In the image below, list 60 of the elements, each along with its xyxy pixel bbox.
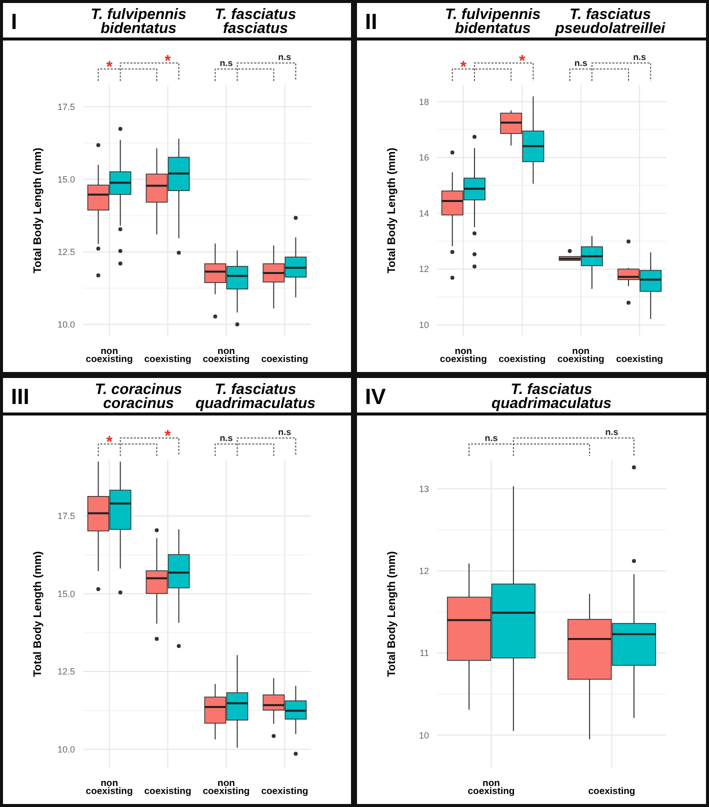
text: * — [519, 53, 526, 70]
x-tick-label: coexisting — [588, 786, 636, 797]
y-tick-label: 10 — [418, 320, 429, 330]
y-tick-label: 18 — [418, 96, 429, 107]
text: * — [164, 428, 172, 445]
x-tick-label: coexisting — [498, 354, 546, 365]
text: * — [106, 434, 114, 451]
chart-title: II — [365, 9, 378, 34]
text: n.s — [633, 52, 646, 62]
text: T. fasciatus pseudolatreillei — [554, 6, 666, 37]
text: T. fulvipennis bidentatus — [90, 6, 186, 37]
y-tick-label: 12.5 — [57, 666, 75, 677]
y-axis-title: Total Body Length (mm) — [32, 147, 44, 274]
text: n.s — [278, 427, 292, 437]
text: * — [460, 59, 468, 76]
text: * — [164, 53, 172, 70]
y-tick-label: 15.0 — [57, 588, 75, 599]
x-tick-label: non coexisting — [86, 346, 133, 365]
chart-title: I — [11, 9, 18, 34]
text: T. fasciatus fasciatus — [214, 6, 296, 37]
y-tick-label: 11 — [420, 648, 429, 658]
text: * — [106, 59, 114, 76]
y-axis-title: Total Body Length (mm) — [386, 147, 398, 274]
y-tick-label: 10.0 — [57, 320, 75, 330]
text: T. fulvipennis bidentatus — [445, 6, 541, 37]
x-tick-label: non coexisting — [86, 778, 133, 797]
chart-title: IV — [365, 384, 386, 409]
x-tick-label: non coexisting — [440, 346, 488, 365]
y-tick-label: 17.5 — [57, 511, 75, 522]
y-tick-label: 10 — [418, 730, 429, 740]
x-tick-label: coexisting — [261, 354, 308, 365]
text: n.s — [220, 433, 233, 443]
x-tick-label: coexisting — [616, 354, 664, 365]
y-tick-label: 14 — [418, 208, 429, 218]
text: n.s — [220, 58, 233, 68]
y-tick-label: 12 — [418, 264, 429, 274]
y-axis-title: Total Body Length (mm) — [32, 550, 44, 677]
y-tick-label: 12 — [418, 566, 429, 576]
x-tick-label: coexisting — [144, 786, 192, 797]
text: n.s — [574, 58, 588, 68]
y-tick-label: 15.0 — [57, 174, 75, 184]
y-tick-label: 13 — [418, 484, 429, 494]
x-tick-label: non coexisting — [468, 778, 515, 797]
y-tick-label: 10.0 — [57, 744, 75, 754]
x-tick-label: coexisting — [144, 354, 192, 365]
x-tick-label: non coexisting — [202, 778, 250, 797]
x-tick-label: non coexisting — [202, 346, 250, 365]
text: n.s — [484, 433, 498, 443]
x-tick-label: coexisting — [261, 786, 308, 797]
y-tick-label: 17.5 — [57, 102, 75, 112]
text: n.s — [278, 52, 292, 62]
text: T. fasciatus quadrimaculatus — [195, 381, 316, 412]
y-axis-title: Total Body Length (mm) — [386, 550, 398, 677]
text: T. fasciatus quadrimaculatus — [491, 381, 612, 412]
chart-title: III — [11, 384, 30, 409]
text: T. coracinus coracinus — [94, 381, 182, 412]
y-tick-label: 16 — [418, 152, 429, 163]
y-tick-label: 12.5 — [57, 247, 75, 257]
text: n.s — [605, 427, 618, 437]
x-tick-label: non coexisting — [557, 346, 605, 365]
